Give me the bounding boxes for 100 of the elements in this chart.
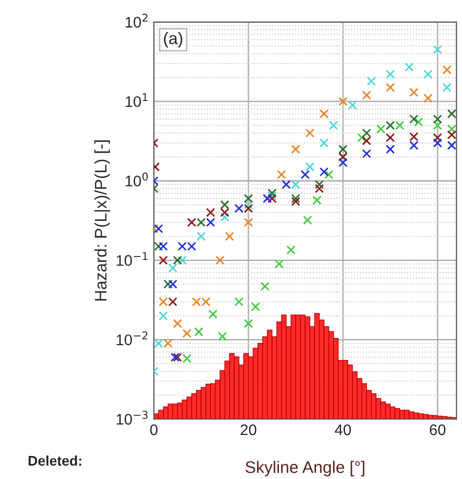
y-tick-label: 10$^{0}$: [126, 172, 148, 186]
text: Deleted:: [28, 456, 82, 466]
point: [319, 109, 329, 118]
point: [172, 318, 182, 328]
point: [168, 297, 178, 306]
point: [158, 297, 168, 306]
point: [244, 318, 253, 328]
point: [154, 338, 164, 348]
point: [338, 144, 348, 154]
point: [432, 120, 442, 130]
point: [447, 109, 456, 118]
x-axis-title: Skyline Angle [°]: [246, 460, 364, 476]
x-tick-label: 0: [150, 424, 158, 436]
point: [424, 94, 433, 103]
point: [218, 332, 227, 341]
point: [314, 180, 324, 190]
point: [362, 149, 372, 158]
y-tick-label: 10$^{1}$: [126, 93, 148, 108]
point: [386, 133, 395, 142]
point: [291, 180, 300, 190]
y-tick-label: 10$^{−1}$: [116, 252, 148, 266]
point: [206, 208, 216, 218]
point: [305, 128, 314, 138]
point: [300, 170, 310, 180]
point: [158, 311, 168, 320]
point: [172, 352, 182, 362]
point: [250, 302, 260, 312]
point: [234, 297, 244, 306]
point: [267, 191, 277, 200]
point: [182, 354, 192, 364]
point: [362, 90, 372, 100]
point: [168, 263, 178, 273]
point: [286, 245, 296, 255]
point: [447, 130, 456, 140]
point: [282, 180, 291, 190]
point: [432, 133, 442, 142]
point: [244, 200, 253, 210]
point: [220, 212, 230, 222]
point: [163, 280, 173, 289]
point: [447, 124, 456, 134]
point: [196, 218, 206, 227]
point: [314, 184, 324, 194]
point: [260, 282, 270, 291]
point: [178, 256, 187, 265]
point: [302, 216, 312, 225]
point: [362, 128, 372, 138]
point: [234, 204, 244, 213]
point: [182, 328, 192, 338]
x-tick-label: 20: [240, 424, 256, 436]
point: [386, 82, 395, 92]
point: [154, 224, 164, 234]
point: [338, 158, 348, 168]
point: [409, 132, 418, 142]
point: [194, 327, 204, 336]
point: [386, 120, 395, 130]
point: [267, 194, 277, 204]
point: [319, 167, 329, 176]
y-tick-label: 10$^{2}$: [126, 14, 148, 28]
point: [196, 232, 206, 241]
y-tick-label: 10$^{−3}$: [116, 410, 148, 425]
point: [154, 242, 164, 251]
point: [158, 242, 168, 251]
point: [187, 218, 196, 227]
point: [432, 114, 442, 124]
point: [386, 144, 395, 154]
point: [206, 218, 216, 227]
x-tick-label: 40: [334, 424, 351, 436]
point: [291, 196, 300, 206]
point: [432, 138, 442, 148]
point: [432, 45, 442, 54]
point: [409, 140, 418, 150]
point: [357, 133, 366, 142]
point: [362, 136, 372, 146]
point: [424, 70, 433, 79]
point: [168, 280, 178, 289]
point: [404, 62, 414, 72]
point: [328, 120, 338, 130]
point: [442, 65, 452, 74]
point: [170, 352, 180, 362]
point: [319, 138, 329, 148]
point: [305, 162, 314, 172]
point: [267, 188, 277, 198]
point: [366, 76, 376, 86]
point: [244, 194, 253, 204]
point: [386, 70, 395, 79]
point: [220, 200, 230, 210]
point: [409, 114, 418, 124]
y-axis-title: Hazard: P(L|x)/P(L) [-]: [94, 140, 110, 301]
point: [338, 96, 348, 106]
y-tick-label: 10$^{−2}$: [116, 331, 148, 346]
point: [274, 259, 284, 268]
point: [244, 204, 253, 213]
point: [220, 208, 230, 218]
point: [414, 118, 424, 127]
point: [224, 232, 234, 241]
point: [244, 218, 253, 227]
point: [409, 88, 418, 97]
point: [447, 140, 456, 150]
point: [291, 194, 300, 204]
point: [395, 120, 404, 130]
